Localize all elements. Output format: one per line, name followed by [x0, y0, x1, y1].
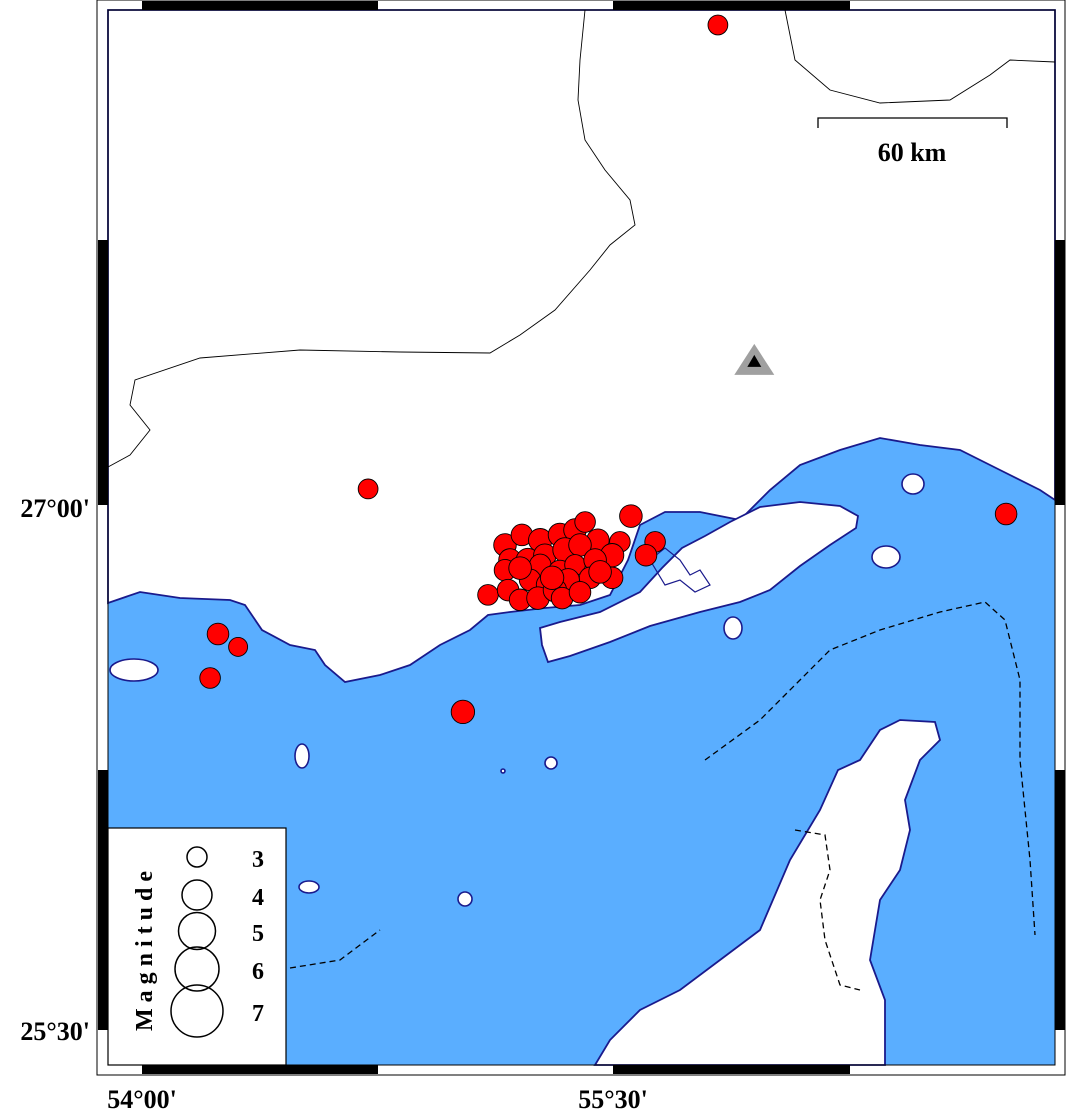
- magnitude-legend: Magnitude 3 4 5 6 7: [107, 827, 287, 1066]
- earthquake-event: [477, 584, 499, 606]
- map-frame: [96, 0, 1066, 1076]
- lon-label-55-30: 55°30': [578, 1085, 648, 1114]
- legend-label: 6: [252, 959, 264, 985]
- land-south: [593, 719, 942, 1066]
- legend-label: 4: [252, 885, 264, 911]
- scale-bar: 60 km: [817, 117, 1008, 167]
- legend-circle: [170, 984, 224, 1038]
- scale-bar-label: 60 km: [878, 138, 947, 167]
- dashed-boundaries: [289, 601, 1036, 991]
- earthquake-events: [199, 14, 1018, 725]
- legend-items: 3 4 5 6 7: [170, 846, 264, 1038]
- earthquake-event: [206, 622, 230, 646]
- mangrove-area: [649, 547, 711, 593]
- triangle-inner-icon: [747, 354, 762, 367]
- earthquake-event: [450, 699, 476, 725]
- earthquake-event: [228, 636, 249, 657]
- legend-circle: [174, 946, 220, 992]
- legend-label: 5: [252, 921, 264, 947]
- lat-label-27-00: 27°00': [20, 494, 90, 523]
- legend-circle: [181, 879, 213, 911]
- earthquake-event: [199, 667, 221, 689]
- legend-title: Magnitude: [132, 865, 158, 1031]
- earthquake-event: [707, 14, 729, 36]
- legend-label: 3: [252, 847, 264, 873]
- earthquake-event: [588, 560, 612, 584]
- lon-label-54-00: 54°00': [107, 1085, 177, 1114]
- earthquake-event: [994, 502, 1018, 526]
- earthquake-event: [568, 580, 592, 604]
- earthquake-event: [508, 556, 532, 580]
- earthquake-event: [357, 478, 379, 500]
- island-qeshm: [539, 501, 859, 664]
- legend-circle: [186, 846, 208, 868]
- volcano-marker: [734, 343, 775, 375]
- islands: [109, 473, 925, 907]
- earthquake-event: [634, 543, 658, 567]
- earthquake-event: [539, 565, 565, 590]
- earthquake-event: [619, 504, 643, 528]
- country-borders: [107, 9, 1056, 468]
- earthquake-event: [574, 511, 596, 533]
- legend-label: 7: [252, 1001, 264, 1027]
- lat-label-25-30: 25°30': [20, 1017, 90, 1046]
- legend-circle: [177, 911, 217, 951]
